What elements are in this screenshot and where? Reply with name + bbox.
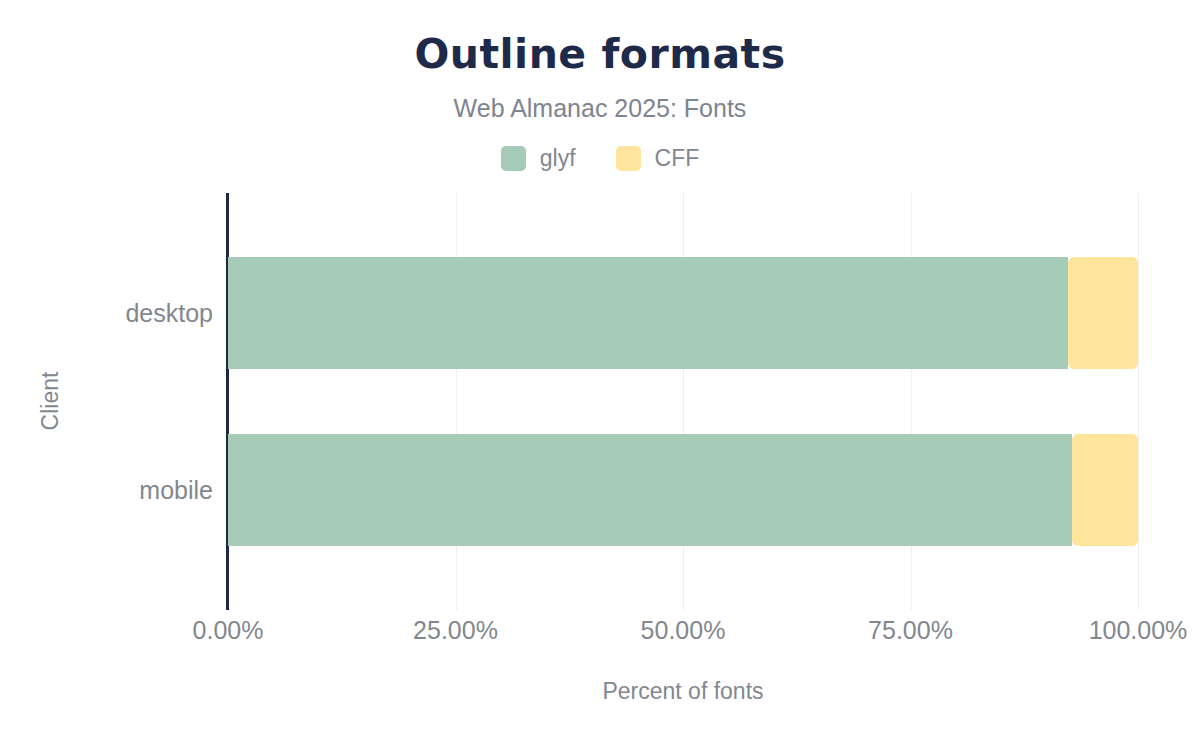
bars: desktop mobile [228,193,1138,610]
bar-desktop: desktop [228,257,1138,369]
bar-segment-cff-mobile [1072,434,1138,546]
legend: glyf CFF [0,145,1200,172]
x-axis-title: Percent of fonts [228,678,1138,705]
legend-item-cff: CFF [616,145,700,172]
category-label-mobile: mobile [139,476,213,505]
outline-formats-chart: Outline formats Web Almanac 2025: Fonts … [0,0,1200,742]
bar-segment-cff-desktop [1068,257,1138,369]
x-tick-100.00%: 100.00% [1089,616,1188,645]
gridline-100.00% [1138,193,1139,610]
legend-item-glyf: glyf [501,145,576,172]
bar-segment-glyf-desktop [228,257,1068,369]
legend-swatch-cff [616,146,641,171]
legend-label-glyf: glyf [540,145,576,172]
chart-title: Outline formats [0,0,1200,78]
y-axis-title: Client [37,372,64,431]
plot-area: desktop mobile [228,193,1138,610]
bar-mobile: mobile [228,434,1138,546]
chart-subtitle: Web Almanac 2025: Fonts [0,94,1200,123]
legend-label-cff: CFF [655,145,700,172]
x-tick-25.00%: 25.00% [413,616,498,645]
legend-swatch-glyf [501,146,526,171]
x-axis-ticks: 0.00%25.00%50.00%75.00%100.00% [228,616,1138,646]
bar-segment-glyf-mobile [228,434,1072,546]
x-tick-0.00%: 0.00% [193,616,264,645]
chart-header: Outline formats Web Almanac 2025: Fonts … [0,0,1200,172]
x-tick-50.00%: 50.00% [641,616,726,645]
category-label-desktop: desktop [125,299,213,328]
x-tick-75.00%: 75.00% [868,616,953,645]
